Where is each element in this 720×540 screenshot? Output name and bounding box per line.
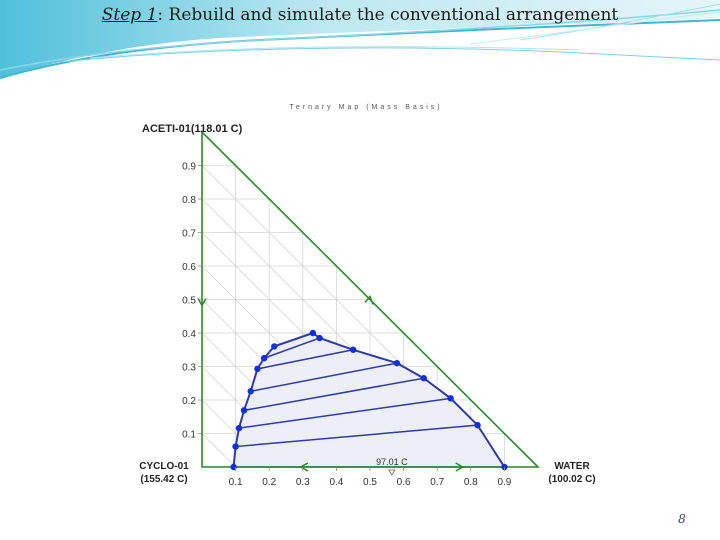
tick-label-x: 0.7 — [430, 477, 444, 488]
tick-label-x: 0.1 — [229, 477, 243, 488]
residue-curve-arrow-left-edge — [197, 298, 207, 308]
tick-label-x: 0.5 — [363, 477, 377, 488]
azeotrope-marker — [388, 469, 396, 476]
grid-line-diagonal — [201, 433, 236, 468]
tick-label-y: 0.6 — [182, 262, 196, 273]
vertex-label-left-line1: CYCLO-01 — [139, 461, 189, 472]
envelope-point — [247, 388, 254, 395]
residue-curve-arrow-bottom-right — [455, 462, 465, 472]
tie-line — [263, 337, 320, 359]
envelope-point — [316, 334, 323, 342]
tick-label-y: 0.2 — [182, 396, 196, 407]
tick-label-x: 0.4 — [329, 477, 343, 488]
envelope-point — [271, 343, 278, 350]
azeotrope-label: 97.01 C — [376, 457, 408, 467]
envelope-point — [235, 424, 243, 432]
residue-curve-arrow-bottom-left — [299, 462, 309, 472]
envelope-point — [350, 346, 357, 353]
slide-title-step: Step 1 — [101, 5, 158, 25]
tie-line — [273, 332, 314, 348]
tick-label-y: 0.7 — [182, 229, 196, 240]
tick-label-y: 0.8 — [182, 195, 196, 206]
envelope-point — [474, 421, 481, 429]
tick-label-y: 0.3 — [182, 363, 196, 374]
two-phase-fill — [233, 333, 505, 467]
tick-label-y: 0.1 — [182, 430, 196, 441]
envelope-point — [309, 329, 317, 337]
envelope-point — [240, 407, 248, 414]
chart-title: Ternary Map (Mass Basis) — [289, 104, 442, 111]
tick-label-x: 0.3 — [296, 477, 310, 488]
tick-label-x: 0.6 — [397, 477, 411, 488]
envelope-points — [230, 329, 508, 471]
tick-label-y: 0.9 — [182, 162, 196, 173]
tick-label-x: 0.2 — [262, 477, 276, 488]
vertex-label-left-line2: (155.42 C) — [140, 474, 187, 485]
slide-title: Step 1: Rebuild and simulate the convent… — [0, 5, 720, 25]
page-number: 8 — [678, 512, 686, 526]
envelope-point — [447, 395, 454, 402]
envelope-point — [232, 443, 239, 450]
tie-line — [250, 362, 398, 393]
tick-label-x: 0.9 — [497, 477, 511, 488]
vertex-label-top: ACETI-01(118.01 C) — [142, 123, 243, 135]
tie-line — [257, 349, 354, 370]
title-banner-swoosh — [0, 0, 720, 79]
vertex-label-right-line1: WATER — [554, 461, 590, 472]
ternary-plot: Ternary Map (Mass Basis) 0.1 0.2 0.3 0.4 0.5… — [139, 104, 595, 489]
tick-label-x: 0.8 — [464, 477, 478, 488]
residue-curve-arrow-hypotenuse — [364, 295, 374, 305]
tick-label-y: 0.5 — [182, 296, 196, 307]
envelope-point — [420, 375, 427, 382]
tie-line — [243, 377, 424, 412]
envelope-point — [260, 354, 268, 362]
tie-line — [238, 397, 451, 429]
envelope-point — [393, 359, 401, 367]
envelope-point — [254, 365, 261, 373]
tick-label-y: 0.4 — [182, 329, 196, 340]
vertex-label-right-line2: (100.02 C) — [548, 474, 595, 485]
tick-labels: 0.1 0.2 0.3 0.4 0.5 0.6 0.7 0.8 0.9 0.1 0.2 0.3 0.4 0… — [182, 162, 512, 489]
tie-line — [235, 424, 478, 448]
envelope-point — [230, 463, 237, 471]
slide-title-text: : Rebuild and simulate the conventional … — [157, 5, 619, 25]
ternary-map-figure: Ternary Map (Mass Basis) 0.1 0.2 0.3 0.4 0.5… — [128, 80, 666, 510]
